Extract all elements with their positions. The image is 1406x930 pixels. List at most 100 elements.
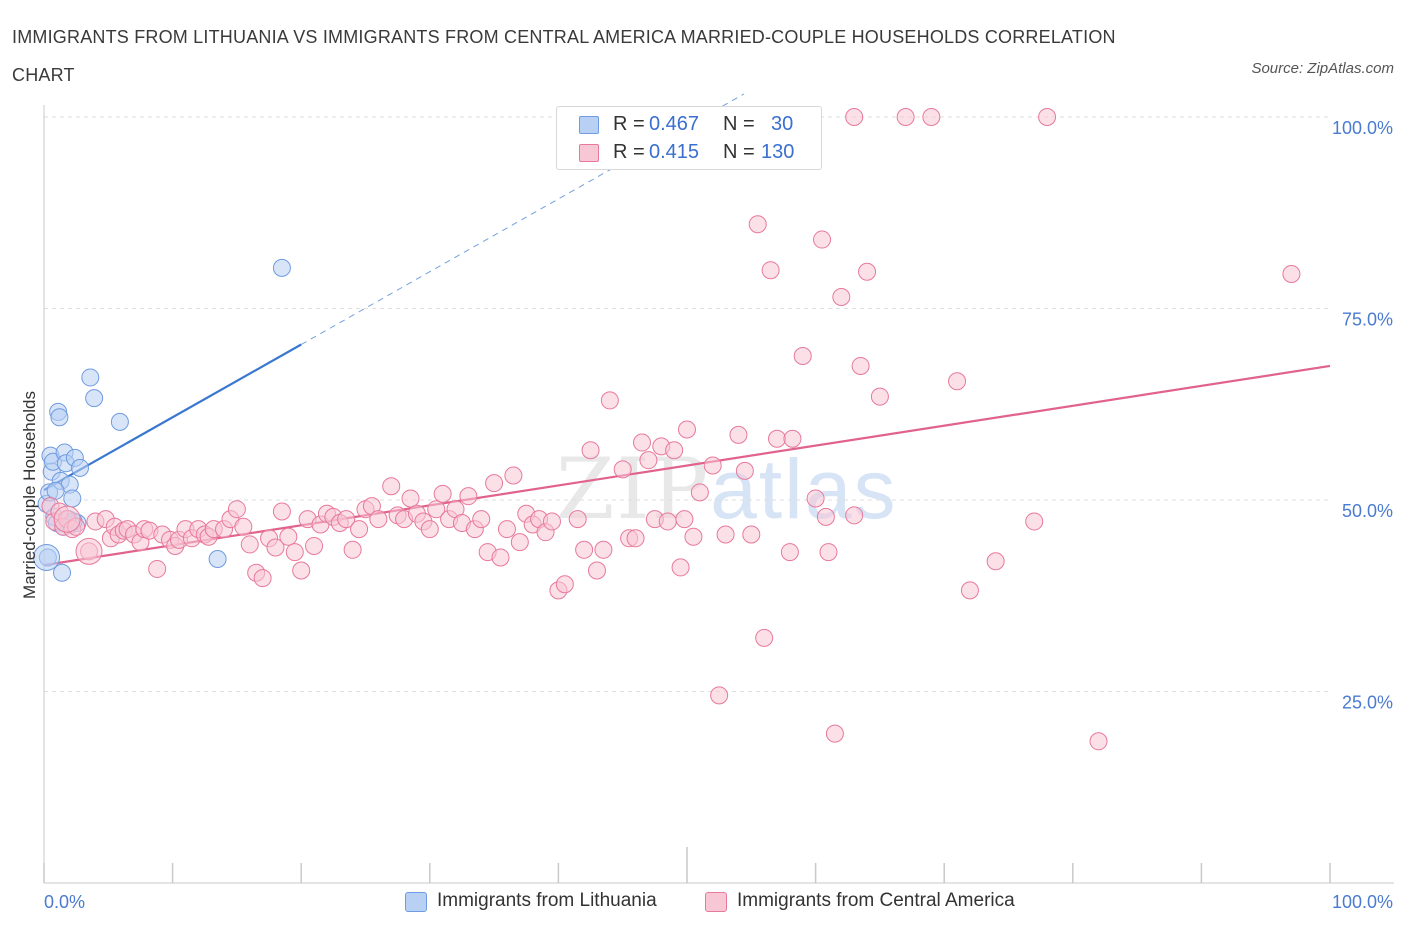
trend-line-pink	[43, 364, 1331, 567]
x-tick-label: 100.0%	[1332, 892, 1393, 912]
point-pink	[690, 483, 709, 502]
point-blue	[53, 563, 72, 582]
point-pink	[748, 215, 767, 234]
legend-r-value: 0.467	[649, 113, 700, 135]
series-legend-central-america: Immigrants from Central America	[705, 888, 1045, 916]
point-pink	[266, 538, 285, 557]
point-pink	[472, 510, 491, 529]
point-pink	[703, 456, 722, 475]
point-pink	[234, 517, 253, 536]
point-pink	[922, 108, 941, 126]
point-pink	[600, 391, 619, 410]
point-pink	[845, 108, 864, 126]
point-blue	[208, 549, 227, 568]
point-pink	[710, 686, 729, 705]
point-pink	[459, 487, 478, 506]
legend-n-value: 30	[771, 113, 794, 135]
point-pink	[819, 543, 838, 562]
point-pink	[401, 489, 420, 508]
point-pink	[568, 510, 587, 529]
point-pink	[626, 529, 645, 548]
point-blue	[272, 258, 291, 277]
point-pink	[305, 536, 324, 555]
point-blue	[85, 389, 104, 408]
point-pink	[1038, 108, 1057, 126]
point-pink	[684, 527, 703, 546]
point-pink	[665, 441, 684, 460]
point-pink	[433, 484, 452, 503]
point-pink	[1025, 512, 1044, 531]
point-pink	[755, 628, 774, 647]
point-pink	[227, 500, 246, 519]
point-pink	[485, 474, 504, 493]
point-pink	[948, 372, 967, 391]
point-pink	[761, 261, 780, 280]
y-axis-label: Married-couple Households	[20, 391, 39, 599]
point-blue	[50, 408, 69, 427]
series-legend-swatch-pink	[705, 892, 727, 912]
series-legend-label: Immigrants from Lithuania	[437, 890, 657, 911]
point-pink	[613, 460, 632, 479]
point-pink	[768, 429, 787, 448]
point-pink	[343, 540, 362, 559]
point-pink	[491, 548, 510, 567]
point-large-pink	[53, 505, 81, 533]
watermark: ZIPatlas	[556, 440, 898, 538]
legend-r-label: R =	[613, 113, 645, 135]
point-pink	[813, 230, 832, 249]
point-pink	[845, 506, 864, 525]
point-pink	[555, 575, 574, 594]
point-pink	[793, 346, 812, 365]
point-pink	[148, 559, 167, 578]
point-pink	[272, 502, 291, 521]
point-pink	[279, 527, 298, 546]
legend-swatch-blue	[579, 116, 599, 134]
point-pink	[729, 425, 748, 444]
point-pink	[780, 543, 799, 562]
point-pink	[382, 477, 401, 496]
point-pink	[742, 525, 761, 544]
point-pink	[639, 451, 658, 470]
point-pink	[825, 724, 844, 743]
point-blue	[63, 489, 82, 508]
series-legend-label: Immigrants from Central America	[737, 890, 1015, 911]
point-pink	[292, 561, 311, 580]
chart-title: IMMIGRANTS FROM LITHUANIA VS IMMIGRANTS …	[12, 27, 1116, 85]
point-pink	[581, 441, 600, 460]
point-large-blue	[33, 543, 61, 571]
point-pink	[1282, 265, 1301, 284]
point-blue	[71, 458, 90, 477]
point-pink	[896, 108, 915, 126]
point-pink	[851, 356, 870, 375]
point-pink	[832, 288, 851, 307]
point-blue	[110, 412, 129, 431]
point-pink	[285, 543, 304, 562]
point-pink	[783, 429, 802, 448]
point-blue	[46, 481, 65, 500]
legend-n-label: N =	[723, 141, 755, 163]
legend-r-label: R =	[613, 141, 645, 163]
tick-labels: 100.0% 75.0% 50.0% 25.0% 0.0% 100.0%	[44, 118, 1393, 912]
data-points	[33, 108, 1301, 751]
y-tick-label: 50.0%	[1342, 501, 1393, 521]
source-label: Source: ZipAtlas.com	[1251, 60, 1394, 77]
point-pink	[240, 535, 259, 554]
point-pink	[369, 510, 388, 529]
legend-row-central-america: R = 0.415 N = 130	[557, 138, 821, 166]
point-pink	[594, 540, 613, 559]
point-pink	[337, 510, 356, 529]
point-pink	[497, 520, 516, 539]
point-pink	[1089, 732, 1108, 751]
legend-n-label: N =	[723, 113, 755, 135]
grid-lines	[44, 116, 1330, 692]
point-pink	[350, 520, 369, 539]
series-legend-swatch-blue	[405, 892, 427, 912]
legend-row-lithuania: R = 0.467 N = 30	[557, 110, 821, 138]
point-pink	[542, 512, 561, 531]
point-large-pink	[75, 537, 103, 565]
legend-swatch-pink	[579, 144, 599, 162]
point-pink	[806, 489, 825, 508]
series-legend-lithuania: Immigrants from Lithuania	[405, 888, 685, 916]
point-pink	[632, 433, 651, 452]
point-pink	[678, 420, 696, 439]
